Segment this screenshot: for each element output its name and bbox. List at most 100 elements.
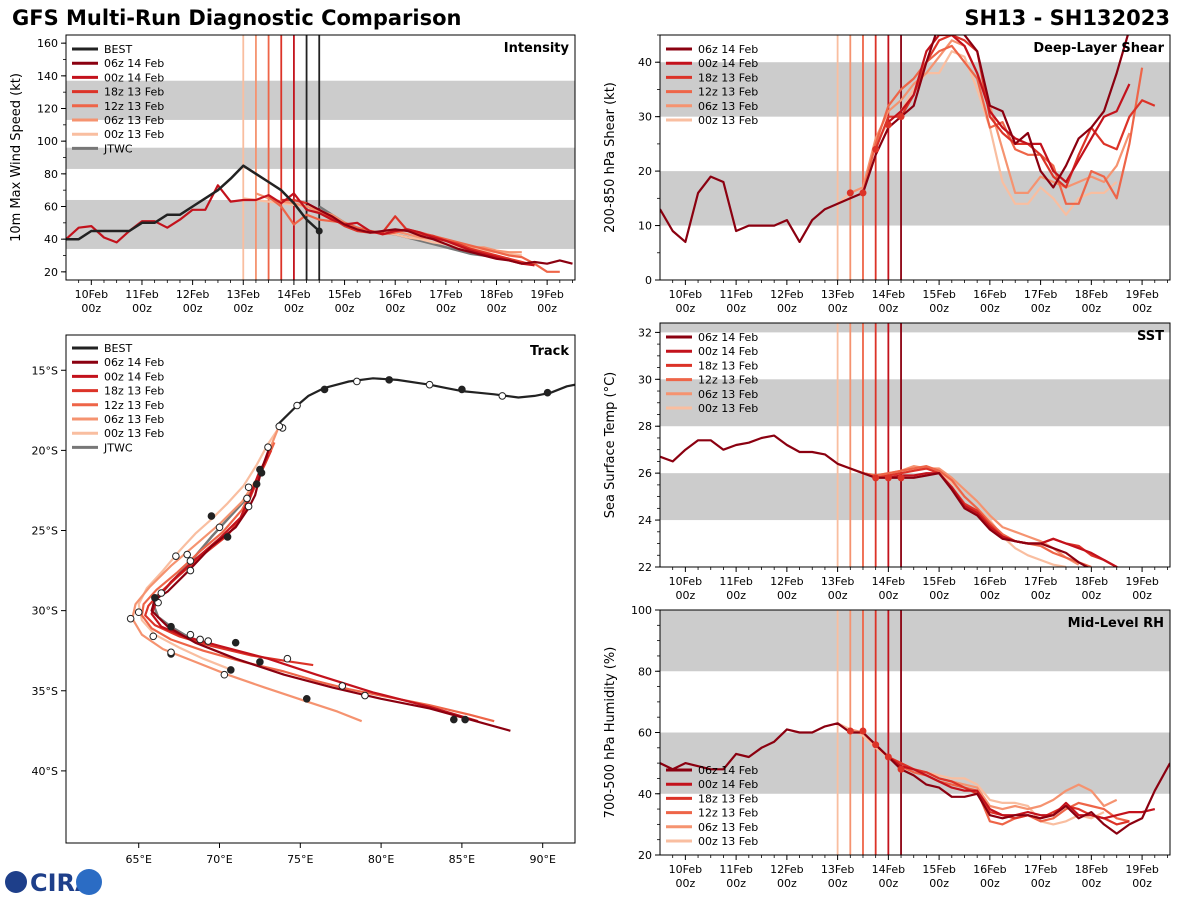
intensity-xtick-day-3: 13Feb	[227, 288, 260, 301]
sst-series-1	[888, 472, 1118, 567]
sst-xtick-hour-2: 00z	[777, 589, 797, 602]
track-ytick-label-0: 15°S	[32, 364, 58, 377]
intensity-legend-label-6: 00z 13 Feb	[104, 128, 164, 141]
rh-init-marker-4	[897, 765, 905, 773]
shear-xtick-hour-2: 00z	[777, 302, 797, 315]
rh-xtick-hour-9: 00z	[1132, 877, 1152, 890]
sst-init-marker-2	[897, 474, 905, 482]
sst-xtick-hour-5: 00z	[929, 589, 949, 602]
track-marker-2-3	[256, 658, 264, 666]
track-marker-5-1	[183, 550, 191, 559]
sst-band-1	[660, 379, 1170, 427]
track-marker-6-6	[227, 666, 235, 674]
shear-xtick-day-7: 17Feb	[1024, 288, 1057, 301]
shear-plot-area	[660, 35, 1170, 280]
sst-series-3	[862, 465, 1092, 567]
track-marker-1-3	[361, 691, 369, 700]
shear-series-0	[660, 35, 1129, 243]
rh-panel: 2040608010010Feb00z11Feb00z12Feb00z13Feb…	[603, 604, 1171, 890]
track-ytick-label-5: 40°S	[32, 765, 58, 778]
sst-xtick-day-7: 17Feb	[1024, 575, 1057, 588]
intensity-legend-label-3: 18z 13 Feb	[104, 86, 164, 99]
shear-xtick-day-3: 13Feb	[821, 288, 854, 301]
track-xtick-label-0: 65°E	[125, 853, 151, 866]
track-marker-4-2	[134, 608, 143, 617]
intensity-band-2	[66, 80, 575, 120]
rh-legend-label-0: 06z 14 Feb	[698, 764, 758, 777]
intensity-panel: 2040608010012014016010Feb00z11Feb00z12Fe…	[9, 34, 576, 315]
intensity-xtick-hour-6: 00z	[385, 302, 405, 315]
intensity-title: Intensity	[504, 41, 570, 56]
shear-xtick-day-5: 15Feb	[922, 288, 955, 301]
sst-legend-label-3: 12z 13 Feb	[698, 374, 758, 387]
shear-xtick-hour-4: 00z	[878, 302, 898, 315]
rh-legend-label-3: 12z 13 Feb	[698, 807, 758, 820]
track-marker-7-0	[243, 494, 251, 503]
shear-xtick-day-6: 16Feb	[973, 288, 1006, 301]
rh-ylabel: 700-500 hPa Humidity (%)	[603, 647, 618, 819]
rh-xtick-day-5: 15Feb	[922, 863, 955, 876]
rh-xtick-hour-6: 00z	[980, 877, 1000, 890]
shear-title: Deep-Layer Shear	[1033, 41, 1164, 56]
intensity-xtick-day-7: 17Feb	[429, 288, 462, 301]
rh-series-1	[887, 756, 1156, 820]
sst-plot-area	[660, 323, 1170, 567]
track-ytick-label-3: 30°S	[32, 605, 58, 618]
rh-xtick-day-8: 18Feb	[1075, 863, 1108, 876]
track-title: Track	[530, 344, 569, 359]
track-marker-0-5	[425, 380, 434, 389]
track-ytick-label-2: 25°S	[32, 525, 58, 538]
track-marker-5-5	[302, 694, 311, 703]
track-marker-5-4	[220, 670, 229, 679]
sst-panel: 22242628303210Feb00z11Feb00z12Feb00z13Fe…	[603, 322, 1171, 602]
rh-xtick-day-2: 12Feb	[770, 863, 803, 876]
shear-legend-label-5: 00z 13 Feb	[698, 114, 758, 127]
rh-xtick-day-4: 14Feb	[872, 863, 905, 876]
shear-xtick-day-2: 12Feb	[770, 288, 803, 301]
sst-xtick-hour-6: 00z	[980, 589, 1000, 602]
track-marker-6-4	[149, 632, 158, 641]
intensity-legend-label-4: 12z 13 Feb	[104, 100, 164, 113]
intensity-xtick-day-6: 16Feb	[378, 288, 411, 301]
rh-xtick-day-6: 16Feb	[973, 863, 1006, 876]
track-marker-0-0	[275, 422, 284, 431]
track-series-1	[150, 446, 511, 732]
rh-ytick-label-4: 100	[631, 604, 652, 617]
intensity-ytick-label-5: 120	[37, 103, 58, 116]
sst-xtick-day-0: 10Feb	[669, 575, 702, 588]
intensity-plot-area	[66, 35, 575, 280]
intensity-xtick-day-0: 10Feb	[75, 288, 108, 301]
sst-xtick-hour-8: 00z	[1081, 589, 1101, 602]
track-panel: 65°E 70°E 75°E 80°E 85°E 90°E 15°S 20°S 25°S 30°S…	[32, 334, 576, 866]
intensity-xtick-hour-1: 00z	[132, 302, 152, 315]
sst-ytick-label-5: 32	[638, 326, 652, 339]
rh-init-marker-3	[884, 753, 892, 761]
rh-band-0	[660, 732, 1170, 794]
storm-id: SH13 - SH132023	[964, 6, 1170, 30]
intensity-ytick-label-3: 80	[44, 168, 58, 181]
track-legend-label-4: 12z 13 Feb	[104, 399, 164, 412]
track-ytick-label-1: 20°S	[32, 444, 58, 457]
track-marker-4-3	[204, 637, 212, 645]
track-marker-1-2	[231, 638, 240, 647]
rh-xtick-hour-1: 00z	[726, 877, 746, 890]
rh-legend-label-5: 00z 13 Feb	[698, 835, 758, 848]
shear-xtick-day-8: 18Feb	[1075, 288, 1108, 301]
shear-xtick-hour-7: 00z	[1031, 302, 1051, 315]
track-marker-2-1	[223, 533, 232, 541]
track-plot-area	[126, 376, 575, 732]
sst-frame	[659, 322, 1171, 568]
sst-xtick-day-3: 13Feb	[821, 575, 854, 588]
track-legend-label-6: 00z 13 Feb	[104, 427, 164, 440]
rh-legend-label-4: 06z 13 Feb	[698, 821, 758, 834]
shear-xtick-day-4: 14Feb	[872, 288, 905, 301]
rh-xtick-hour-2: 00z	[777, 877, 797, 890]
intensity-xtick-hour-2: 00z	[183, 302, 203, 315]
intensity-xtick-hour-7: 00z	[436, 302, 456, 315]
shear-xtick-hour-1: 00z	[726, 302, 746, 315]
track-series-0	[275, 377, 575, 428]
shear-xtick-hour-3: 00z	[828, 302, 848, 315]
rh-ytick-label-0: 20	[638, 849, 652, 862]
rh-xtick-hour-3: 00z	[828, 877, 848, 890]
rh-xtick-day-7: 17Feb	[1024, 863, 1057, 876]
